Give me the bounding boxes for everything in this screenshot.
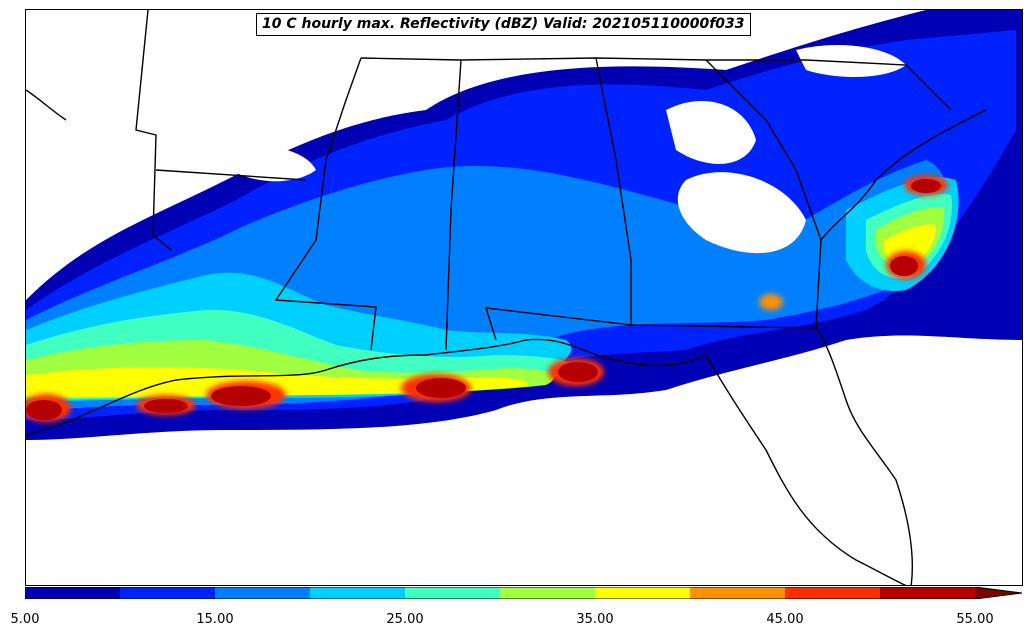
colorbar-bin-8 (785, 587, 880, 599)
map-panel (25, 9, 1023, 586)
colorbar-tick-label: 5.00 (10, 612, 40, 627)
colorbar-bin-6 (595, 587, 690, 599)
colorbar-bin-9 (880, 587, 975, 599)
colorbar-bin-3 (310, 587, 405, 599)
clear-areas (226, 45, 906, 254)
reflectivity-map (26, 10, 1022, 585)
colorbar-bin-4 (405, 587, 500, 599)
map-title: 10 C hourly max. Reflectivity (dBZ) Vali… (256, 13, 751, 36)
colorbar-outline (25, 587, 1023, 599)
core-cells (26, 179, 941, 420)
boundaries (26, 10, 987, 585)
colorbar-tick-label: 15.00 (196, 612, 234, 627)
colorbar-tick-label: 45.00 (766, 612, 804, 627)
colorbar-bin-1 (120, 587, 215, 599)
colorbar-tick-label: 55.00 (956, 612, 994, 627)
colorbar-extend-arrow (975, 587, 1022, 599)
colorbar (25, 587, 1023, 599)
colorbar-bin-0 (25, 587, 120, 599)
colorbar-bin-2 (215, 587, 310, 599)
colorbar-bin-5 (500, 587, 595, 599)
colorbar-tick-label: 35.00 (576, 612, 614, 627)
colorbar-bin-7 (690, 587, 785, 599)
colorbar-tick-label: 25.00 (386, 612, 424, 627)
